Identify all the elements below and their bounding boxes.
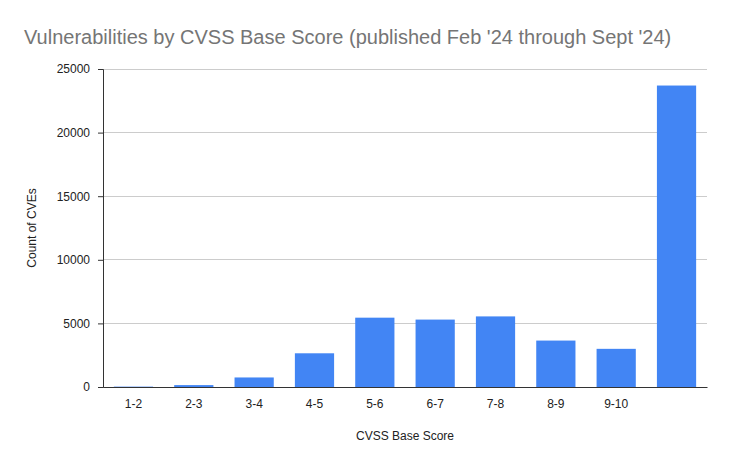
x-axis-line: [104, 387, 708, 388]
x-tick: 7-8: [487, 387, 505, 411]
x-tick-label: 7-8: [487, 397, 505, 411]
grid-line: [103, 259, 707, 260]
grid-line: [103, 323, 707, 324]
y-axis-line: [98, 70, 104, 388]
y-tick: 15000: [57, 190, 103, 204]
bar: [114, 386, 153, 387]
x-tick-label: 3-4: [245, 397, 263, 411]
y-axis: 0 5000 10000 15000 20000 25000: [57, 62, 104, 394]
bar: [235, 377, 274, 387]
x-axis-title: CVSS Base Score: [356, 429, 454, 443]
y-tick-label: 10000: [57, 253, 91, 267]
x-tick-label: 8-9: [547, 397, 565, 411]
y-tick-mark: [98, 133, 103, 134]
x-axis: 1-2 2-3 3-4 4-5 5-6 6-7 7-8 8-9 9-10: [104, 387, 708, 411]
x-tick: 1-2: [125, 387, 143, 411]
x-tick: 6-7: [426, 387, 444, 411]
bar: [295, 353, 334, 387]
bar: [355, 318, 394, 387]
x-tick: 9-10: [604, 387, 628, 411]
grid-line: [103, 196, 707, 197]
chart: Vulnerabilities by CVSS Base Score (publ…: [0, 0, 750, 463]
bar: [597, 349, 636, 387]
y-tick-label: 25000: [57, 62, 91, 76]
x-tick-label: 6-7: [426, 397, 444, 411]
plot: 0 5000 10000 15000 20000 25000 1-2 2-3 3-4 4-5 5-6…: [57, 62, 708, 410]
y-tick-mark: [98, 196, 103, 197]
x-tick-label: 2-3: [185, 397, 203, 411]
grid-line: [103, 132, 707, 133]
y-tick-mark: [98, 323, 103, 324]
x-tick: 4-5: [306, 387, 324, 411]
y-tick: 0: [83, 380, 103, 394]
x-tick: 8-9: [547, 387, 565, 411]
y-tick-mark: [98, 260, 103, 261]
grid-line: [103, 69, 707, 70]
x-tick: 5-6: [366, 387, 384, 411]
y-tick: 20000: [57, 126, 103, 140]
y-tick-mark: [98, 69, 103, 70]
bar: [657, 86, 696, 387]
x-tick-label: 5-6: [366, 397, 384, 411]
y-tick-label: 15000: [57, 190, 91, 204]
x-tick-label: 4-5: [306, 397, 324, 411]
title: Vulnerabilities by CVSS Base Score (publ…: [24, 26, 671, 48]
y-tick-label: 0: [83, 380, 90, 394]
y-axis-title: Count of CVEs: [25, 188, 39, 267]
bar: [536, 341, 575, 387]
y-tick: 25000: [57, 62, 103, 76]
bar: [476, 316, 515, 387]
y-tick-label: 5000: [63, 317, 90, 331]
y-tick: 10000: [57, 253, 103, 267]
y-tick-label: 20000: [57, 126, 91, 140]
bar: [416, 320, 455, 387]
x-tick-label: 9-10: [604, 397, 628, 411]
bars: [114, 86, 696, 387]
x-tick: 2-3: [185, 387, 203, 411]
x-tick: 3-4: [245, 387, 263, 411]
x-tick-label: 1-2: [125, 397, 143, 411]
y-tick: 5000: [63, 317, 103, 331]
grid: [103, 69, 707, 387]
y-tick-mark: [98, 387, 103, 388]
bar: [174, 385, 213, 387]
